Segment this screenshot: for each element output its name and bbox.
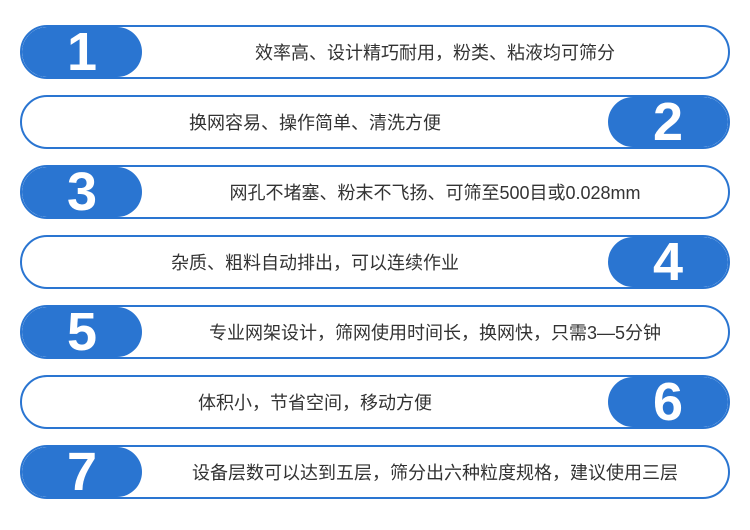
feature-text: 设备层数可以达到五层，筛分出六种粒度规格，建议使用三层 [142, 459, 728, 485]
feature-row: 2 换网容易、操作简单、清洗方便 [20, 95, 730, 149]
feature-number: 1 [67, 25, 97, 79]
feature-text: 网孔不堵塞、粉末不飞扬、可筛至500目或0.028mm [142, 179, 728, 205]
feature-row: 6 体积小，节省空间，移动方便 [20, 375, 730, 429]
feature-row: 5 专业网架设计，筛网使用时间长，换网快，只需3—5分钟 [20, 305, 730, 359]
feature-row: 7 设备层数可以达到五层，筛分出六种粒度规格，建议使用三层 [20, 445, 730, 499]
feature-number: 4 [653, 235, 683, 289]
feature-text: 体积小，节省空间，移动方便 [22, 389, 608, 415]
feature-number: 2 [653, 95, 683, 149]
feature-text: 换网容易、操作简单、清洗方便 [22, 109, 608, 135]
number-pill: 5 [22, 307, 142, 357]
feature-text: 杂质、粗料自动排出，可以连续作业 [22, 249, 608, 275]
number-pill: 2 [608, 97, 728, 147]
feature-row: 1 效率高、设计精巧耐用，粉类、粘液均可筛分 [20, 25, 730, 79]
feature-number: 3 [67, 165, 97, 219]
feature-row: 3 网孔不堵塞、粉末不飞扬、可筛至500目或0.028mm [20, 165, 730, 219]
feature-text: 专业网架设计，筛网使用时间长，换网快，只需3—5分钟 [142, 319, 728, 345]
number-pill: 1 [22, 27, 142, 77]
number-pill: 3 [22, 167, 142, 217]
feature-row: 4 杂质、粗料自动排出，可以连续作业 [20, 235, 730, 289]
feature-number: 6 [653, 375, 683, 429]
feature-number: 5 [67, 305, 97, 359]
number-pill: 6 [608, 377, 728, 427]
feature-number: 7 [67, 445, 97, 499]
number-pill: 7 [22, 447, 142, 497]
number-pill: 4 [608, 237, 728, 287]
feature-text: 效率高、设计精巧耐用，粉类、粘液均可筛分 [142, 39, 728, 65]
feature-list: 1 效率高、设计精巧耐用，粉类、粘液均可筛分 2 换网容易、操作简单、清洗方便 3 网孔不… [20, 25, 730, 499]
